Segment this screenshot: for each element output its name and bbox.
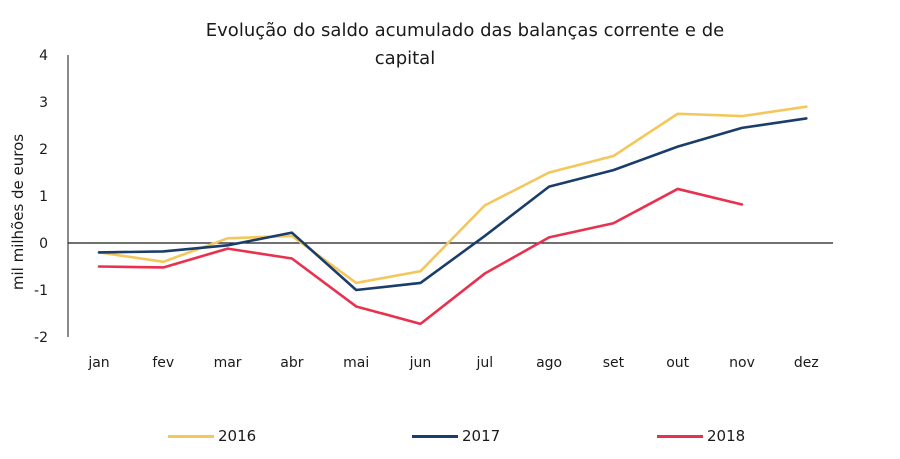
x-tick-label: nov — [729, 355, 755, 371]
legend-item-2016: 2016 — [168, 426, 256, 446]
x-tick-label: abr — [280, 355, 303, 371]
legend-swatch-2017 — [412, 434, 458, 438]
series-line-2017 — [97, 117, 808, 292]
legend-swatch-2016 — [168, 434, 214, 438]
x-tick-label: fev — [152, 355, 174, 371]
legend-label-2018: 2018 — [707, 427, 746, 445]
y-tick-label: 1 — [39, 189, 48, 205]
y-tick-label: 0 — [39, 236, 48, 252]
x-tick-label: jul — [475, 355, 493, 371]
x-tick-label: dez — [794, 355, 819, 371]
series-line-2018 — [97, 187, 744, 326]
x-tick-label: ago — [536, 355, 562, 371]
y-tick-label: 4 — [39, 48, 48, 64]
x-tick-label: jun — [409, 355, 432, 371]
x-tick-label: mai — [343, 355, 369, 371]
legend-swatch-2018 — [657, 434, 703, 438]
legend-item-2018: 2018 — [657, 426, 745, 446]
x-tick-label: jan — [87, 355, 109, 371]
x-tick-label: set — [603, 355, 625, 371]
y-tick-label: -2 — [34, 330, 48, 346]
series-line-2016 — [97, 105, 808, 285]
y-tick-label: -1 — [34, 283, 48, 299]
chart-title-line-1: Evolução do saldo acumulado das balanças… — [205, 20, 725, 41]
chart-title-line-2: capital — [374, 48, 436, 69]
y-tick-label: 2 — [39, 142, 48, 158]
legend-label-2017: 2017 — [462, 427, 501, 445]
legend-item-2017: 2017 — [412, 426, 500, 446]
legend-label-2016: 2016 — [218, 427, 257, 445]
x-tick-label: mar — [214, 355, 242, 371]
y-tick-label: 3 — [39, 95, 48, 111]
x-tick-label: out — [666, 355, 689, 371]
